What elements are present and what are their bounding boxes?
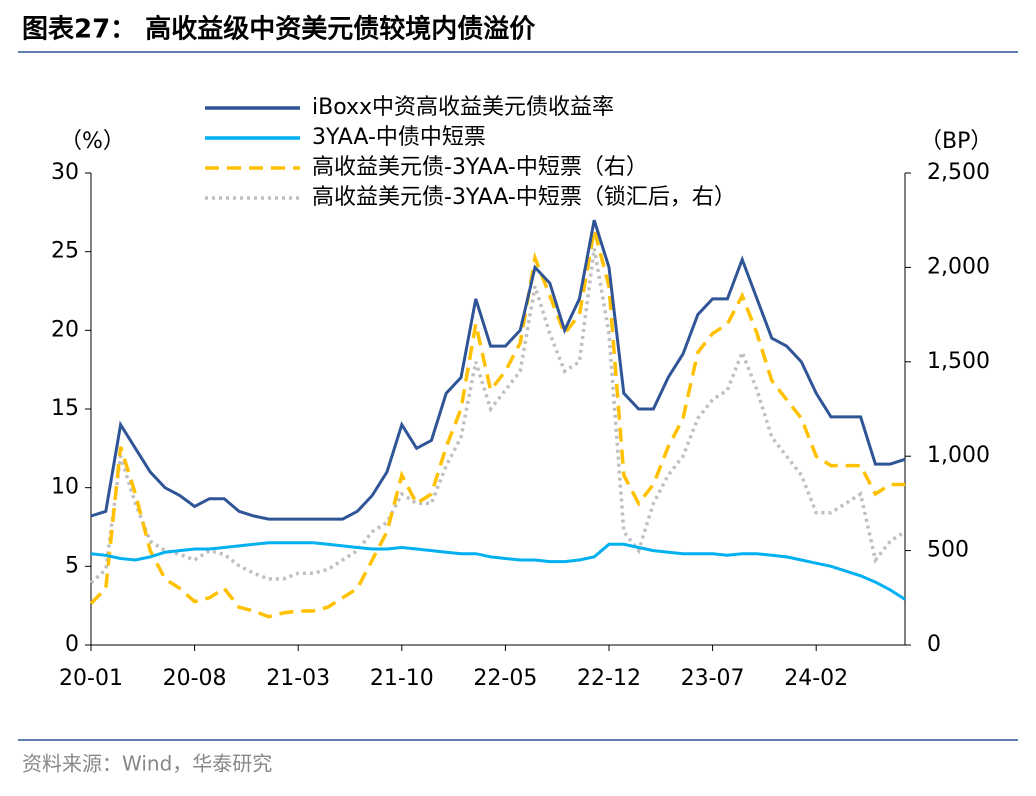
x-tick-label: 22-12 (577, 666, 641, 691)
x-tick-label: 22-05 (473, 666, 537, 691)
series-line (89, 248, 906, 585)
legend-label: iBoxx中资高收益美元债收益率 (312, 95, 614, 120)
y2-tick-label: 1,000 (927, 443, 990, 468)
y2-tick-label: 2,000 (927, 254, 990, 279)
x-tick-label: 20-08 (163, 666, 227, 691)
legend-label: 高收益美元债-3YAA-中短票（右） (312, 155, 648, 180)
x-tick-label: 21-10 (370, 666, 434, 691)
x-tick-label: 21-03 (266, 666, 330, 691)
y2-tick-label: 500 (927, 538, 969, 563)
series-line (90, 541, 906, 601)
y-tick-label: 20 (51, 317, 79, 342)
y-tick-label: 15 (51, 396, 79, 421)
y-tick-label: 0 (65, 632, 79, 657)
legend-label: 高收益美元债-3YAA-中短票（锁汇后，右） (312, 185, 736, 210)
y-axis-label: （%） (60, 129, 125, 154)
series-line (90, 219, 906, 521)
y-tick-label: 30 (51, 160, 79, 185)
x-tick-label: 23-07 (681, 666, 745, 691)
y-tick-label: 5 (65, 553, 79, 578)
y2-tick-label: 0 (927, 632, 941, 657)
y-tick-label: 10 (51, 475, 79, 500)
x-tick-label: 20-01 (59, 666, 123, 691)
x-tick-label: 24-02 (784, 666, 848, 691)
source: 资料来源：Wind，华泰研究 (22, 752, 272, 776)
legend-label: 3YAA-中债中短票 (312, 125, 486, 150)
y2-tick-label: 1,500 (927, 349, 990, 374)
series-line (89, 229, 905, 619)
y2-axis-label: （BP） (920, 129, 992, 154)
chart-title: 图表27： 高收益级中资美元债较境内债溢价 (22, 14, 536, 45)
y-tick-label: 25 (51, 239, 79, 264)
y2-tick-label: 2,500 (927, 160, 990, 185)
